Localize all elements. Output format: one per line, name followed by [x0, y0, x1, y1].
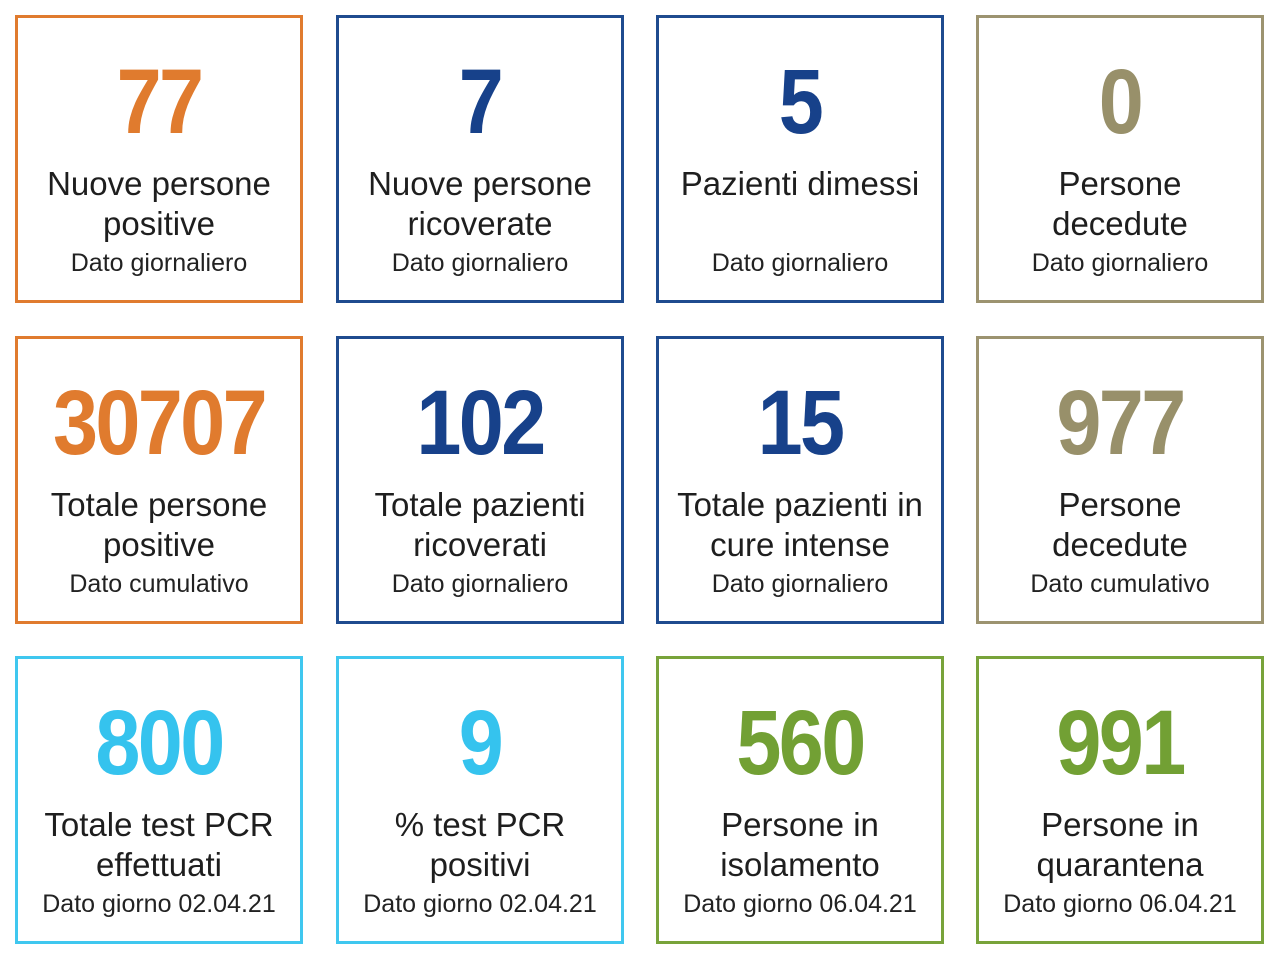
tile-note: Dato giornaliero	[391, 249, 569, 277]
tile-label: Totale pazienti in cure intense	[677, 486, 923, 563]
tile-pcr-tests: 800 Totale test PCR effettuati Dato gior…	[15, 656, 303, 944]
tile-label: Totale persone positive	[50, 486, 268, 563]
tile-label: % test PCR positivi	[394, 806, 566, 883]
tile-note: Dato giornaliero	[711, 249, 889, 277]
tile-note: Dato giornaliero	[391, 570, 569, 598]
tile-note: Dato giorno 06.04.21	[683, 890, 917, 918]
tile-note: Dato giorno 06.04.21	[1003, 890, 1237, 918]
tile-label: Nuove persone positive	[47, 165, 271, 242]
tile-new-positives: 77 Nuove persone positive Dato giornalie…	[15, 15, 303, 303]
tile-value: 9	[458, 692, 504, 794]
tile-note: Dato cumulativo	[1030, 570, 1210, 598]
tile-value: 0	[1098, 51, 1144, 153]
tile-value: 560	[736, 692, 866, 794]
tile-deceased-cumulative: 977 Persone decedute Dato cumulativo	[976, 336, 1264, 624]
tile-label: Pazienti dimessi	[680, 165, 920, 202]
tile-discharged: 5 Pazienti dimessi Dato giornaliero	[656, 15, 944, 303]
tile-note: Dato giorno 02.04.21	[363, 890, 597, 918]
tile-note: Dato cumulativo	[69, 570, 249, 598]
tile-value: 30707	[53, 372, 268, 474]
tile-pcr-positive-rate: 9 % test PCR positivi Dato giorno 02.04.…	[336, 656, 624, 944]
tile-deceased-daily: 0 Persone decedute Dato giornaliero	[976, 15, 1264, 303]
tile-value: 15	[757, 372, 845, 474]
tile-label: Persone in isolamento	[720, 806, 880, 883]
tile-isolation: 560 Persone in isolamento Dato giorno 06…	[656, 656, 944, 944]
tile-quarantine: 991 Persone in quarantena Dato giorno 06…	[976, 656, 1264, 944]
tile-note: Dato giornaliero	[70, 249, 248, 277]
tile-total-positives: 30707 Totale persone positive Dato cumul…	[15, 336, 303, 624]
tile-value: 800	[95, 692, 225, 794]
tile-value: 991	[1056, 692, 1186, 794]
tile-label: Persone in quarantena	[1036, 806, 1204, 883]
tile-value: 7	[458, 51, 504, 153]
tile-note: Dato giornaliero	[1031, 249, 1209, 277]
tile-label: Totale pazienti ricoverati	[374, 486, 586, 563]
tile-total-hospitalized: 102 Totale pazienti ricoverati Dato gior…	[336, 336, 624, 624]
tile-value: 5	[778, 51, 824, 153]
tile-new-hospitalized: 7 Nuove persone ricoverate Dato giornali…	[336, 15, 624, 303]
tile-label: Totale test PCR effettuati	[44, 806, 274, 883]
tile-label: Nuove persone ricoverate	[368, 165, 592, 242]
tile-note: Dato giorno 02.04.21	[42, 890, 276, 918]
tile-label: Persone decedute	[1052, 486, 1188, 563]
tile-note: Dato giornaliero	[711, 570, 889, 598]
tile-intensive-care: 15 Totale pazienti in cure intense Dato …	[656, 336, 944, 624]
tile-label: Persone decedute	[1052, 165, 1188, 242]
tile-value: 977	[1056, 372, 1186, 474]
tile-value: 77	[116, 51, 204, 153]
tile-value: 102	[416, 372, 546, 474]
